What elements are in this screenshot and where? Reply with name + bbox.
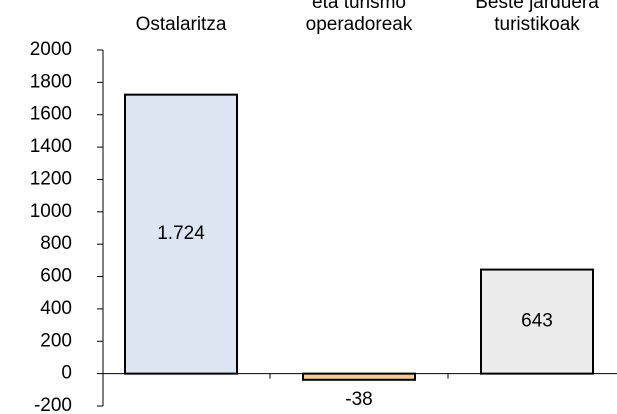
category-label: Ostalaritza [136, 14, 227, 35]
y-tick-label: 400 [40, 298, 72, 319]
category-label: operadoreak [306, 14, 413, 35]
y-tick-label: 1400 [30, 136, 72, 157]
bar [302, 372, 416, 381]
category-label: Beste jarduera [475, 0, 599, 13]
y-tick-label: 800 [40, 233, 72, 254]
value-label: 643 [521, 311, 553, 332]
y-tick-label: 1600 [30, 104, 72, 125]
category-label: eta turismo [312, 0, 406, 13]
bar [480, 268, 594, 375]
y-tick-label: 1200 [30, 168, 72, 189]
y-tick-label: 2000 [30, 39, 72, 60]
y-tick-label: -200 [34, 395, 72, 414]
value-label: 1.724 [157, 223, 205, 244]
y-tick-label: 200 [40, 330, 72, 351]
y-tick-label: 600 [40, 266, 72, 287]
category-label: turistikoak [494, 14, 580, 35]
y-tick-label: 1800 [30, 71, 72, 92]
value-label: -38 [345, 389, 372, 410]
y-tick-label: 1000 [30, 201, 72, 222]
y-tick-label: 0 [61, 363, 72, 384]
bar [124, 93, 238, 375]
